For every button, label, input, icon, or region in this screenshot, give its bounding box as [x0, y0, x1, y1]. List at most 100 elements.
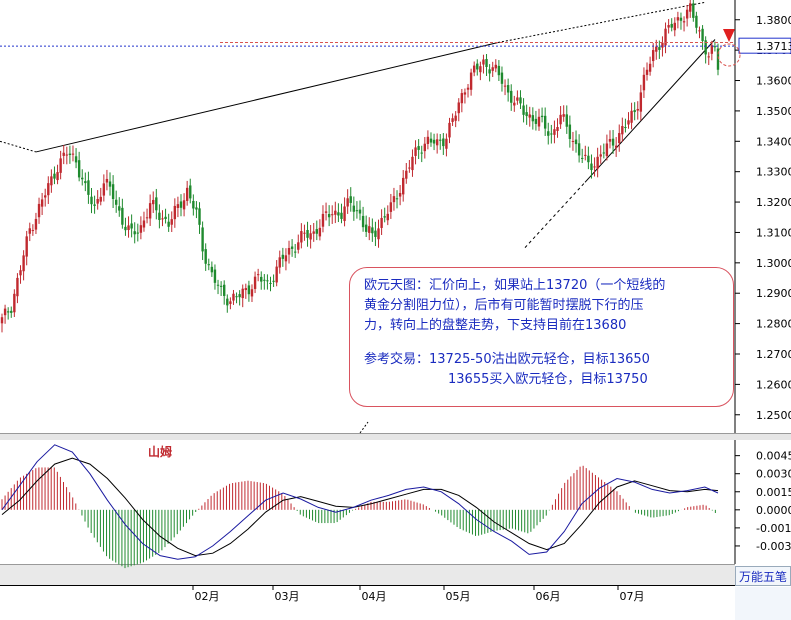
candle-body	[114, 199, 118, 205]
candle-body	[621, 126, 624, 135]
candle-body	[673, 22, 676, 31]
candle-body	[482, 59, 485, 65]
price-tick-label: 1.2900	[756, 287, 791, 300]
candle-body	[281, 254, 285, 259]
price-tick-label: 1.3400	[756, 135, 791, 148]
candle-body	[562, 114, 565, 117]
candle-body	[655, 46, 658, 52]
candle-body	[503, 85, 507, 87]
candle-body	[364, 224, 368, 232]
candle-body	[439, 139, 442, 141]
candle-body	[695, 15, 698, 28]
down-arrow-icon	[723, 29, 735, 42]
candle-body	[704, 40, 707, 55]
candle-body	[355, 210, 359, 212]
candle-body	[133, 231, 136, 235]
candle-body	[204, 249, 207, 264]
candle-body	[531, 115, 535, 122]
candle-body	[550, 133, 553, 135]
current-price-label: 1.3713	[756, 40, 791, 53]
candle-body	[207, 264, 210, 266]
candle-body	[127, 225, 130, 231]
candle-body	[525, 112, 528, 117]
candle-body	[56, 172, 59, 181]
candle-body	[618, 133, 621, 144]
candle-body	[331, 214, 334, 216]
candle-body	[543, 115, 547, 129]
candle-body	[192, 200, 195, 209]
candle-body	[148, 203, 152, 219]
candle-body	[253, 276, 257, 289]
candle-body	[25, 236, 28, 257]
candle-body	[451, 118, 454, 122]
candle-body	[417, 146, 420, 150]
candle-body	[510, 90, 513, 103]
candle-body	[679, 17, 683, 21]
candle-body	[284, 255, 288, 262]
candle-body	[161, 218, 164, 220]
candle-body	[540, 115, 544, 118]
price-tick-label: 1.2500	[756, 409, 791, 422]
macd-tick-label: 0.0015	[756, 486, 791, 499]
candle-body	[423, 143, 427, 152]
current-price-box	[738, 37, 791, 54]
month-tick-label: 07月	[620, 590, 645, 603]
analysis-line-3: 力，转向上的盘整走势，下支持目前在13680	[364, 318, 627, 333]
candle-body	[59, 158, 62, 173]
candle-body	[383, 216, 386, 218]
candle-body	[701, 28, 704, 41]
macd-tick-label: -0.0030	[756, 540, 791, 553]
candle-body	[522, 105, 525, 115]
month-tick-label: 04月	[362, 590, 387, 603]
candle-body	[556, 127, 559, 131]
candle-body	[374, 230, 377, 237]
candle-body	[392, 196, 396, 203]
candle-body	[713, 46, 717, 48]
candle-body	[368, 226, 371, 233]
candle-body	[53, 173, 56, 179]
candle-body	[19, 270, 22, 276]
candle-body	[93, 204, 96, 206]
candle-body	[272, 280, 275, 282]
macd-tick-label: 0.0030	[756, 468, 791, 481]
price-tick-label: 1.3800	[756, 14, 791, 27]
candle-body	[534, 118, 538, 124]
candle-body	[247, 285, 251, 295]
candle-body	[44, 195, 47, 198]
candle-body	[627, 120, 630, 125]
candle-body	[661, 42, 664, 48]
candle-body	[337, 212, 340, 216]
candle-body	[84, 181, 87, 184]
candle-body	[645, 69, 649, 75]
candle-body	[28, 228, 31, 234]
candle-body	[500, 72, 504, 84]
upper-trendline-ext	[497, 1, 707, 44]
candle-body	[173, 205, 177, 220]
candle-body	[577, 143, 581, 156]
candle-body	[31, 230, 35, 232]
candle-body	[185, 187, 189, 201]
candle-body	[303, 232, 306, 234]
candle-body	[707, 56, 710, 58]
candle-body	[47, 183, 50, 196]
candle-body	[244, 288, 248, 291]
candle-body	[448, 122, 451, 138]
candle-body	[136, 232, 139, 234]
month-tick-label: 03月	[275, 590, 300, 603]
ime-toggle-button[interactable]: 万能五笔	[735, 566, 791, 586]
price-tick-label: 1.3000	[756, 257, 791, 270]
candle-body	[513, 102, 516, 106]
candle-body	[287, 247, 291, 255]
candle-body	[636, 108, 639, 111]
candle-body	[3, 308, 7, 316]
candle-body	[670, 23, 673, 28]
candle-body	[476, 63, 479, 70]
candle-body	[602, 152, 606, 154]
candle-body	[278, 257, 281, 268]
candle-body	[460, 93, 464, 104]
candle-body	[472, 65, 476, 73]
candle-body	[297, 242, 300, 250]
candle-body	[349, 196, 352, 203]
candle-body	[226, 298, 229, 306]
candle-body	[266, 280, 269, 282]
